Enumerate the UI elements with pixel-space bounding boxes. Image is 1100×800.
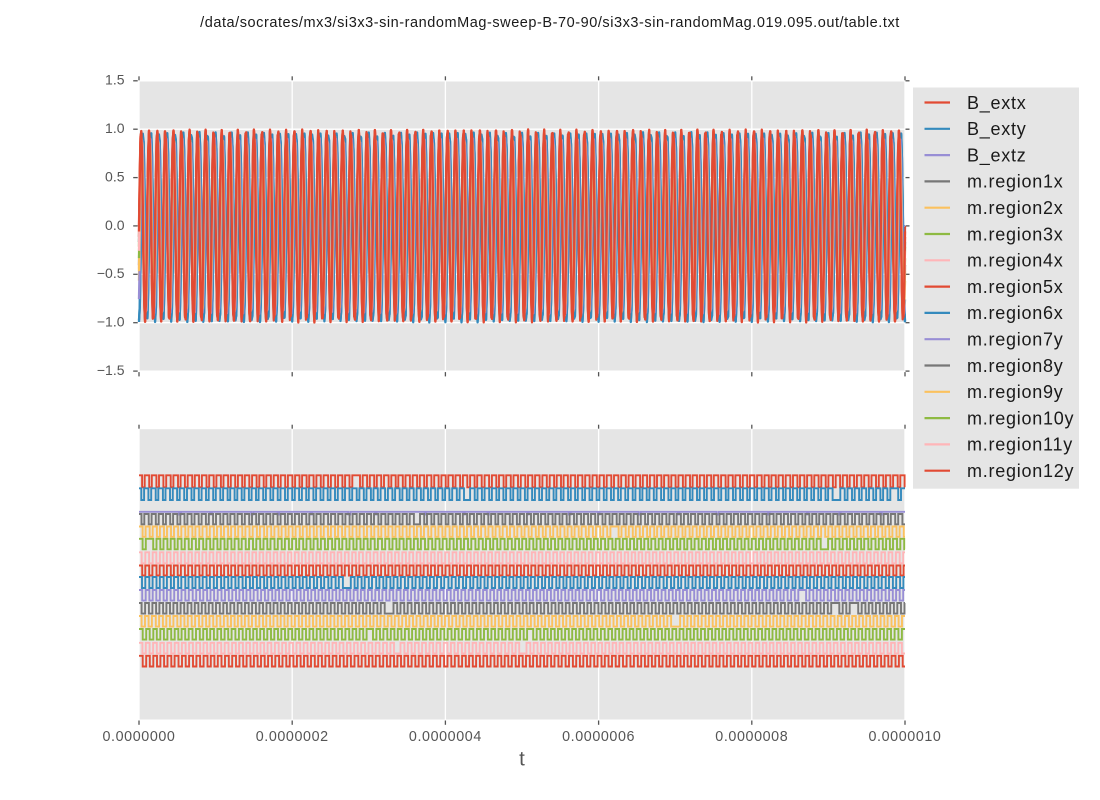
svg-text:−1.5: −1.5: [97, 362, 125, 378]
svg-text:m.region6x: m.region6x: [967, 303, 1064, 323]
svg-text:m.region8y: m.region8y: [967, 356, 1064, 376]
svg-text:m.region11y: m.region11y: [967, 435, 1073, 455]
svg-text:m.region5x: m.region5x: [967, 277, 1064, 297]
svg-text:0.5: 0.5: [105, 169, 125, 185]
svg-text:−1.0: −1.0: [97, 314, 125, 330]
svg-text:0.0000010: 0.0000010: [869, 729, 942, 745]
svg-text:m.region1x: m.region1x: [967, 172, 1064, 192]
svg-text:B_extx: B_extx: [967, 93, 1027, 114]
svg-text:0.0000004: 0.0000004: [409, 729, 482, 745]
svg-text:m.region9y: m.region9y: [967, 382, 1064, 402]
svg-text:m.region2x: m.region2x: [967, 198, 1064, 218]
svg-text:m.region7y: m.region7y: [967, 330, 1064, 350]
svg-text:0.0000008: 0.0000008: [715, 729, 788, 745]
svg-text:0.0: 0.0: [105, 217, 125, 233]
svg-text:B_exty: B_exty: [967, 119, 1027, 140]
svg-text:0.0000002: 0.0000002: [256, 729, 329, 745]
svg-text:m.region12y: m.region12y: [967, 461, 1074, 481]
svg-text:/data/socrates/mx3/si3x3-sin-r: /data/socrates/mx3/si3x3-sin-randomMag-s…: [200, 15, 900, 31]
svg-text:1.0: 1.0: [105, 120, 125, 136]
svg-text:1.5: 1.5: [105, 72, 125, 88]
svg-text:−0.5: −0.5: [97, 265, 125, 281]
svg-text:m.region4x: m.region4x: [967, 251, 1064, 271]
svg-text:B_extz: B_extz: [967, 145, 1027, 166]
svg-text:0.0000006: 0.0000006: [562, 729, 635, 745]
svg-text:t: t: [519, 748, 525, 771]
svg-text:0.0000000: 0.0000000: [103, 729, 176, 745]
svg-text:m.region10y: m.region10y: [967, 408, 1074, 428]
svg-text:m.region3x: m.region3x: [967, 224, 1064, 244]
